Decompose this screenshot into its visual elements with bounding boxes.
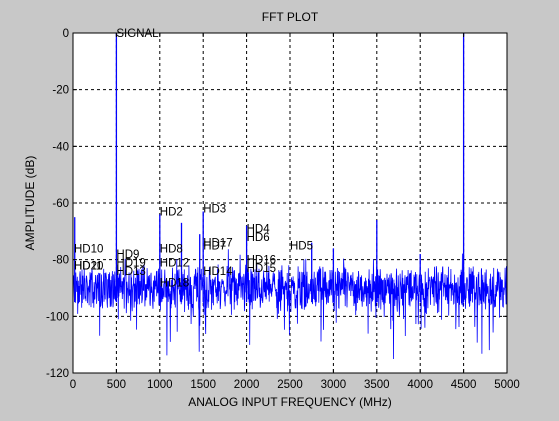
annotation-hd13: HD13 [116, 266, 145, 278]
spectrum-series [73, 33, 507, 360]
annotation-hd11: HD11 [74, 260, 103, 272]
annotation-hd17: HD17 [203, 238, 232, 250]
x-tick-label: 3000 [321, 379, 347, 391]
annotation-hd14: HD14 [203, 266, 233, 278]
x-tick-label: 1500 [190, 379, 216, 391]
annotation-hd5: HD5 [290, 241, 313, 253]
noise-floor-trace [73, 249, 507, 360]
x-tick-label: 2500 [277, 379, 303, 391]
annotation-hd18: HD18 [160, 277, 189, 289]
x-tick-label: 500 [107, 379, 126, 391]
annotation-hd12: HD12 [160, 258, 189, 270]
annotation-hd4: HD4 [247, 224, 271, 236]
x-tick-label: 0 [70, 379, 76, 391]
y-tick-label: -40 [52, 141, 69, 153]
x-tick-label: 4500 [451, 379, 477, 391]
y-tick-label: -80 [52, 255, 69, 267]
x-axis-label: ANALOG INPUT FREQUENCY (MHz) [188, 395, 392, 409]
annotation-signal: SIGNAL [116, 28, 159, 40]
annotation-hd3: HD3 [203, 204, 226, 216]
y-axis-label: AMPLITUDE (dB) [23, 156, 37, 251]
annotation-hd10: HD10 [74, 243, 103, 255]
annotation-hd6: HD6 [247, 232, 270, 244]
grid [73, 33, 507, 373]
y-tick-label: -120 [46, 368, 69, 380]
annotation-hd8: HD8 [160, 243, 183, 255]
annotation-hd2: HD2 [160, 207, 183, 219]
x-tick-label: 3500 [364, 379, 390, 391]
x-tick-label: 4000 [407, 379, 433, 391]
y-tick-label: 0 [63, 28, 69, 40]
y-tick-label: -100 [46, 311, 69, 323]
y-tick-label: -20 [52, 85, 69, 97]
chart-title: FFT PLOT [262, 10, 319, 24]
annotation-hd20: HD20 [74, 260, 103, 272]
tick-labels: 0 500 1000 1500 2000 2500 3000 3500 4000 4500 5000… [46, 28, 520, 391]
annotation-hd9: HD9 [116, 249, 139, 261]
x-tick-label: 5000 [494, 379, 520, 391]
x-tick-label: 1000 [147, 379, 173, 391]
annotation-hd15: HD15 [247, 263, 276, 275]
annotation-hd7: HD7 [203, 241, 226, 253]
y-tick-label: -60 [52, 198, 69, 210]
x-tick-label: 2000 [234, 379, 260, 391]
ticks [72, 32, 508, 374]
annotation-hd19: HD19 [116, 258, 145, 270]
annotation-hd16: HD16 [247, 255, 276, 267]
